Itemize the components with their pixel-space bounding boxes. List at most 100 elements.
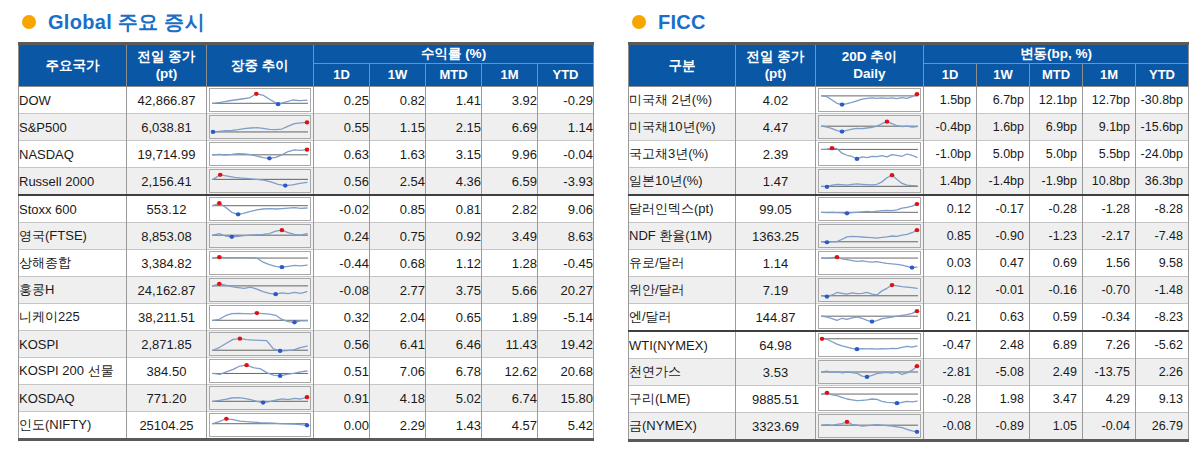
change-value: -2.17 bbox=[1083, 223, 1136, 250]
change-value: -2.81 bbox=[924, 359, 977, 386]
change-value: 2.29 bbox=[370, 412, 426, 440]
change-value: 1.14 bbox=[538, 114, 594, 141]
sparkline-chart bbox=[209, 169, 311, 193]
prev-close-value: 7.19 bbox=[736, 277, 816, 304]
change-value: 1.05 bbox=[1030, 413, 1083, 441]
prev-close-value: 384.50 bbox=[127, 358, 207, 385]
max-marker bbox=[254, 92, 259, 96]
column-header-1d: 1D bbox=[924, 64, 977, 87]
min-marker bbox=[305, 423, 310, 427]
column-header-mtd: MTD bbox=[426, 64, 482, 87]
change-value: 1.41 bbox=[426, 87, 482, 114]
header-line: 20D 추이 bbox=[816, 49, 923, 65]
prev-close-value: 19,714.99 bbox=[127, 141, 207, 168]
column-header-ytd: YTD bbox=[538, 64, 594, 87]
sparkline-cell bbox=[816, 331, 924, 359]
max-marker bbox=[845, 420, 850, 424]
min-marker bbox=[280, 265, 285, 269]
change-value: 6.59 bbox=[482, 168, 538, 196]
max-marker bbox=[915, 202, 920, 206]
change-value: 2.04 bbox=[370, 304, 426, 331]
prev-close-value: 64.98 bbox=[736, 331, 816, 359]
change-value: 0.65 bbox=[426, 304, 482, 331]
prev-close-value: 4.47 bbox=[736, 114, 816, 141]
column-header-returns-group: 수익률 (%) bbox=[314, 44, 594, 64]
change-value: 5.0bp bbox=[1030, 141, 1083, 168]
change-value: 1.15 bbox=[370, 114, 426, 141]
table-row: NASDAQ19,714.990.631.633.159.96-0.04 bbox=[19, 141, 594, 168]
section-title: FICC bbox=[628, 8, 1194, 36]
sparkline bbox=[210, 252, 310, 274]
ficc-table: 구분 전일 종가 (pt) 20D 추이 Daily 변동(bp, %) 1D … bbox=[628, 42, 1189, 442]
sparkline-chart bbox=[818, 224, 921, 248]
instrument-name: KOSPI bbox=[19, 331, 127, 358]
column-header-1w: 1W bbox=[370, 64, 426, 87]
change-value: -1.23 bbox=[1030, 223, 1083, 250]
change-value: -7.48 bbox=[1136, 223, 1189, 250]
max-marker bbox=[255, 311, 260, 315]
change-value: 6.74 bbox=[482, 385, 538, 412]
sparkline-cell bbox=[207, 195, 314, 223]
sparkline bbox=[210, 360, 310, 382]
sparkline-chart bbox=[209, 359, 311, 383]
sparkline-chart bbox=[209, 251, 311, 275]
sparkline-chart bbox=[209, 88, 311, 112]
change-value: -0.89 bbox=[977, 413, 1030, 441]
change-value: 5.0bp bbox=[977, 141, 1030, 168]
table-row: WTI(NYMEX)64.98-0.472.486.897.26-5.62 bbox=[629, 331, 1189, 359]
instrument-name: DOW bbox=[19, 87, 127, 114]
sparkline bbox=[210, 306, 310, 328]
sparkline-chart bbox=[818, 360, 921, 384]
prev-close-value: 38,211.51 bbox=[127, 304, 207, 331]
change-value: 0.85 bbox=[370, 195, 426, 223]
max-marker bbox=[217, 255, 222, 259]
change-value: -0.04 bbox=[538, 141, 594, 168]
change-value: 5.02 bbox=[426, 385, 482, 412]
change-value: 19.42 bbox=[538, 331, 594, 358]
instrument-name: 인도(NIFTY) bbox=[19, 412, 127, 440]
prev-close-value: 1363.25 bbox=[736, 223, 816, 250]
sparkline-cell bbox=[207, 277, 314, 304]
column-header-1m: 1M bbox=[1083, 64, 1136, 87]
max-marker bbox=[890, 173, 895, 177]
sparkline bbox=[819, 334, 920, 356]
prev-close-value: 9885.51 bbox=[736, 386, 816, 413]
instrument-name: 천연가스 bbox=[629, 359, 736, 386]
prev-close-value: 3,384.82 bbox=[127, 250, 207, 277]
change-value: 4.57 bbox=[482, 412, 538, 440]
prev-close-value: 3.53 bbox=[736, 359, 816, 386]
change-value: -0.08 bbox=[314, 277, 370, 304]
table-row: 엔/달러144.870.210.630.59-0.34-8.23 bbox=[629, 304, 1189, 332]
ficc-section: FICC 구분 전일 종가 (pt) 20D 추이 Daily 변동(bp, %… bbox=[628, 8, 1194, 442]
sparkline-cell bbox=[816, 114, 924, 141]
change-value: 0.32 bbox=[314, 304, 370, 331]
prev-close-value: 4.02 bbox=[736, 87, 816, 114]
max-marker bbox=[305, 148, 310, 152]
sparkline-chart bbox=[818, 278, 921, 302]
max-marker bbox=[218, 173, 223, 177]
instrument-name: 달러인덱스(pt) bbox=[629, 195, 736, 223]
min-marker bbox=[840, 130, 845, 134]
change-value: 9.06 bbox=[538, 195, 594, 223]
change-value: 4.18 bbox=[370, 385, 426, 412]
change-value: -1.4bp bbox=[977, 168, 1030, 196]
change-value: 0.68 bbox=[370, 250, 426, 277]
sparkline-cell bbox=[816, 386, 924, 413]
sparkline bbox=[210, 279, 310, 301]
change-value: -0.29 bbox=[538, 87, 594, 114]
change-value: 0.56 bbox=[314, 331, 370, 358]
table-row: 일본10년(%)1.471.4bp-1.4bp-1.9bp10.8bp36.3b… bbox=[629, 168, 1189, 196]
table-row: 니케이22538,211.510.322.040.651.89-5.14 bbox=[19, 304, 594, 331]
sparkline-chart bbox=[818, 305, 921, 329]
min-marker bbox=[825, 295, 830, 299]
sparkline bbox=[210, 198, 310, 220]
header-line: 전일 종가 bbox=[736, 49, 815, 65]
sparkline bbox=[819, 198, 920, 220]
change-value: 2.77 bbox=[370, 277, 426, 304]
sparkline bbox=[819, 415, 920, 437]
change-value: 3.47 bbox=[1030, 386, 1083, 413]
change-value: 12.7bp bbox=[1083, 87, 1136, 114]
prev-close-value: 553.12 bbox=[127, 195, 207, 223]
price-line bbox=[822, 285, 917, 297]
sparkline-cell bbox=[816, 195, 924, 223]
